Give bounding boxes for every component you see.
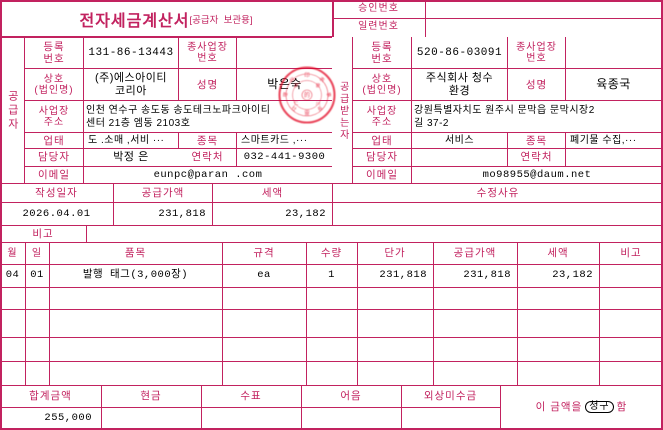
svg-text:理: 理: [283, 92, 290, 98]
svg-text:的: 的: [304, 91, 310, 99]
svg-text:京: 京: [294, 82, 299, 89]
svg-text:長: 長: [317, 105, 325, 113]
svg-text:川: 川: [316, 101, 321, 106]
svg-text:仁: 仁: [294, 100, 299, 106]
svg-text:靈: 靈: [304, 110, 310, 117]
svg-text:印: 印: [304, 72, 310, 79]
svg-text:畿: 畿: [316, 82, 321, 89]
svg-text:事: 事: [325, 92, 333, 98]
